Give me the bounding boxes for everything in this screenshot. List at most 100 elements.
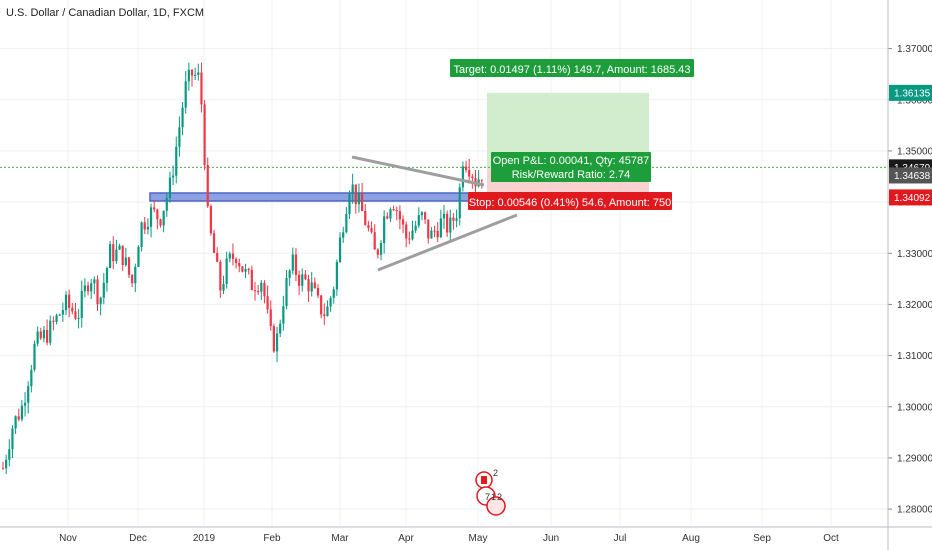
candle-body [442, 213, 446, 219]
candle-body [146, 226, 149, 230]
y-tick-label: 1.28000 [897, 505, 932, 516]
candle-body [49, 320, 52, 343]
candle-body [238, 263, 241, 267]
candle-body [156, 209, 159, 220]
candle-body [74, 311, 77, 319]
x-tick-label: May [469, 533, 488, 544]
candle-body [342, 232, 345, 238]
chart-grid [0, 0, 888, 527]
candle-body [1, 468, 5, 470]
candle-body [90, 283, 93, 292]
candle-body [247, 268, 250, 270]
candle-body [168, 177, 172, 198]
candle-body [181, 107, 184, 128]
candle-body [127, 257, 131, 275]
candle-body [134, 266, 137, 284]
candle-body [313, 282, 316, 288]
candle-body [269, 309, 272, 327]
pnl-label: Open P&L: 0.00041, Qty: 45787 [493, 155, 650, 167]
candle-body [370, 228, 373, 233]
candle-body [253, 290, 257, 292]
candle-body [39, 331, 42, 339]
candle-body [354, 184, 357, 205]
candle-body [68, 294, 71, 308]
candle-body [190, 69, 194, 76]
candle-body [109, 244, 112, 269]
candle-body [143, 222, 146, 230]
x-tick-label: Oct [823, 533, 839, 544]
candle-body [345, 214, 348, 233]
candle-body [121, 245, 124, 266]
candle-body [80, 291, 83, 318]
target-label-bg [450, 59, 694, 77]
candle-body [329, 297, 332, 307]
candle-body [64, 294, 68, 311]
candle-body [310, 282, 313, 292]
candles [1, 62, 483, 475]
candle-body [184, 81, 187, 108]
candle-body [42, 329, 46, 339]
candle-body [194, 74, 197, 76]
candle-body [294, 254, 298, 275]
target-label: Target: 0.01497 (1.11%) 149.7, Amount: 1… [453, 64, 690, 76]
candle-body [30, 369, 33, 387]
candle-body [307, 279, 310, 292]
candle-body [112, 244, 115, 262]
candle-body [408, 238, 411, 240]
candle-body [316, 287, 320, 296]
y-tick-label: 1.37000 [897, 44, 932, 55]
x-tick-label: Mar [331, 533, 349, 544]
candle-body [219, 261, 222, 291]
candle-body [414, 225, 417, 231]
candle-body [165, 197, 168, 211]
time-axis[interactable]: Nov Dec 2019 Feb Mar Apr May Jun Jul Aug Sep Oct [0, 526, 932, 544]
price-axis[interactable]: 1.370001.360001.350001.340001.330001.320… [887, 0, 932, 550]
candle-body [323, 314, 326, 317]
candle-body [433, 230, 436, 232]
candle-body [411, 230, 414, 240]
candle-body [260, 282, 263, 292]
candle-body [266, 296, 269, 310]
x-tick-label: Sep [753, 533, 771, 544]
candle-body [298, 274, 301, 286]
price-label-bg [889, 189, 932, 206]
price-label: 1.34638 [894, 171, 931, 182]
event-count: 1 [491, 492, 496, 502]
candle-body [452, 217, 455, 221]
candle-body [235, 259, 238, 264]
candle-body [291, 254, 294, 271]
position-zones [0, 92, 888, 202]
candle-body [58, 314, 61, 316]
candle-body [11, 428, 14, 450]
y-tick-label: 1.31000 [897, 351, 932, 362]
event-markers[interactable]: 27 1 2 [475, 468, 506, 516]
candle-body [159, 219, 162, 226]
candle-body [86, 285, 90, 292]
rr-label: Risk/Reward Ratio: 2.74 [512, 169, 631, 181]
candle-body [348, 193, 351, 215]
candle-body [20, 405, 23, 420]
candle-body [244, 268, 247, 272]
candle-body [436, 231, 439, 238]
x-tick-label: Aug [682, 533, 700, 544]
candle-body [27, 386, 30, 403]
candle-body [376, 249, 379, 255]
x-tick-label: 2019 [193, 533, 216, 544]
candle-body [427, 219, 430, 239]
support-zone [149, 192, 481, 202]
event-flag-ca-mark[interactable] [481, 476, 487, 484]
candle-body [153, 207, 156, 210]
drawings [351, 155, 518, 272]
candle-body [471, 176, 474, 179]
candle-body [461, 166, 464, 188]
candle-body [468, 169, 471, 177]
candle-body [458, 187, 461, 219]
price-label-bg [889, 167, 932, 184]
candle-body [225, 258, 228, 285]
event-flag-us-2[interactable] [486, 496, 506, 516]
candle-body [8, 449, 11, 460]
price-label-bg [889, 84, 932, 101]
candle-body [212, 233, 216, 253]
candle-body [430, 230, 433, 239]
